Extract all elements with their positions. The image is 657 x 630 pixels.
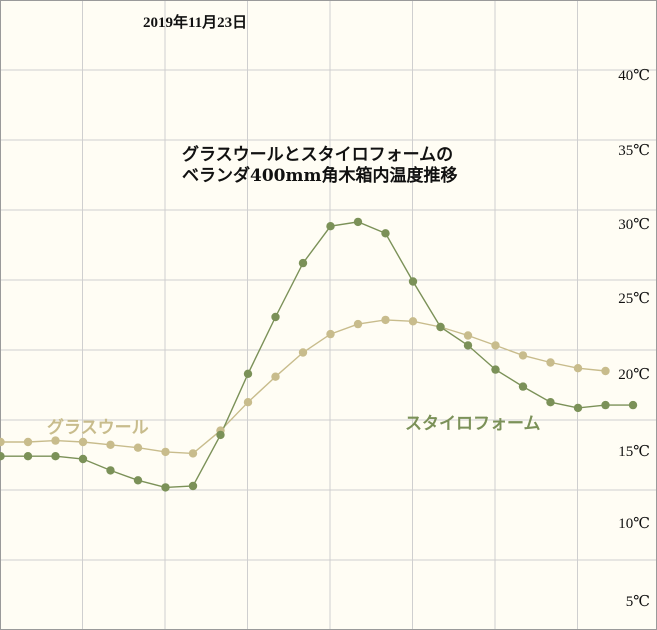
data-point [353, 319, 363, 329]
data-point [353, 217, 363, 227]
series-line-1 [0, 221, 633, 489]
data-point [326, 329, 335, 339]
data-point [188, 449, 198, 458]
y-tick-label: 5℃ [626, 594, 650, 610]
data-point [106, 466, 115, 475]
data-point [463, 341, 473, 350]
chart-title-line-2: ベランダ400mm角木箱内温度推移 [182, 165, 457, 186]
y-tick-label: 10℃ [618, 516, 650, 532]
data-point [573, 403, 583, 413]
data-point [381, 229, 390, 238]
data-point [518, 382, 528, 391]
data-point [491, 341, 500, 350]
series-lines [0, 221, 633, 489]
data-point [51, 436, 60, 445]
data-point [546, 358, 555, 367]
data-point [133, 443, 143, 452]
data-point [518, 351, 528, 360]
data-point [23, 437, 33, 447]
data-point [408, 277, 418, 286]
data-point [0, 452, 5, 461]
data-point [408, 317, 418, 326]
data-point [216, 430, 225, 440]
data-point [243, 369, 253, 378]
data-point [436, 322, 445, 332]
data-point [463, 331, 473, 340]
series-label-glasswool: グラスウール [47, 417, 149, 438]
date-label: 2019年11月23日 [143, 13, 247, 31]
y-tick-label: 15℃ [618, 444, 650, 460]
series-points [0, 217, 638, 492]
y-tick-label: 30℃ [618, 217, 650, 233]
y-tick-label: 20℃ [618, 367, 650, 383]
data-point [188, 481, 198, 491]
data-point [298, 258, 308, 268]
data-point [601, 366, 610, 376]
y-tick-label: 40℃ [618, 68, 650, 84]
data-point [298, 348, 308, 357]
data-point [573, 364, 583, 373]
data-point [161, 447, 170, 457]
data-point [106, 440, 115, 449]
data-point [271, 312, 280, 322]
data-point [628, 400, 638, 410]
y-tick-label: 25℃ [618, 291, 650, 307]
data-point [0, 437, 5, 447]
data-point [161, 483, 170, 492]
data-point [381, 315, 390, 325]
data-point [133, 476, 143, 485]
data-point [243, 398, 253, 407]
data-point [78, 454, 88, 464]
data-point [78, 437, 88, 447]
data-point [326, 222, 335, 231]
data-point [271, 372, 280, 381]
data-point [23, 452, 33, 461]
chart-title-line-1: グラスウールとスタイロフォームの [182, 144, 453, 165]
y-axis-ticks: 40℃ 35℃ 30℃ 25℃ 20℃ 15℃ 10℃ 5℃ [618, 68, 650, 610]
series-label-styrofoam: スタイロフォーム [405, 414, 541, 434]
data-point [51, 452, 60, 461]
data-point [601, 400, 610, 410]
data-point [546, 398, 555, 407]
y-tick-label: 35℃ [618, 143, 650, 159]
data-point [491, 365, 500, 374]
